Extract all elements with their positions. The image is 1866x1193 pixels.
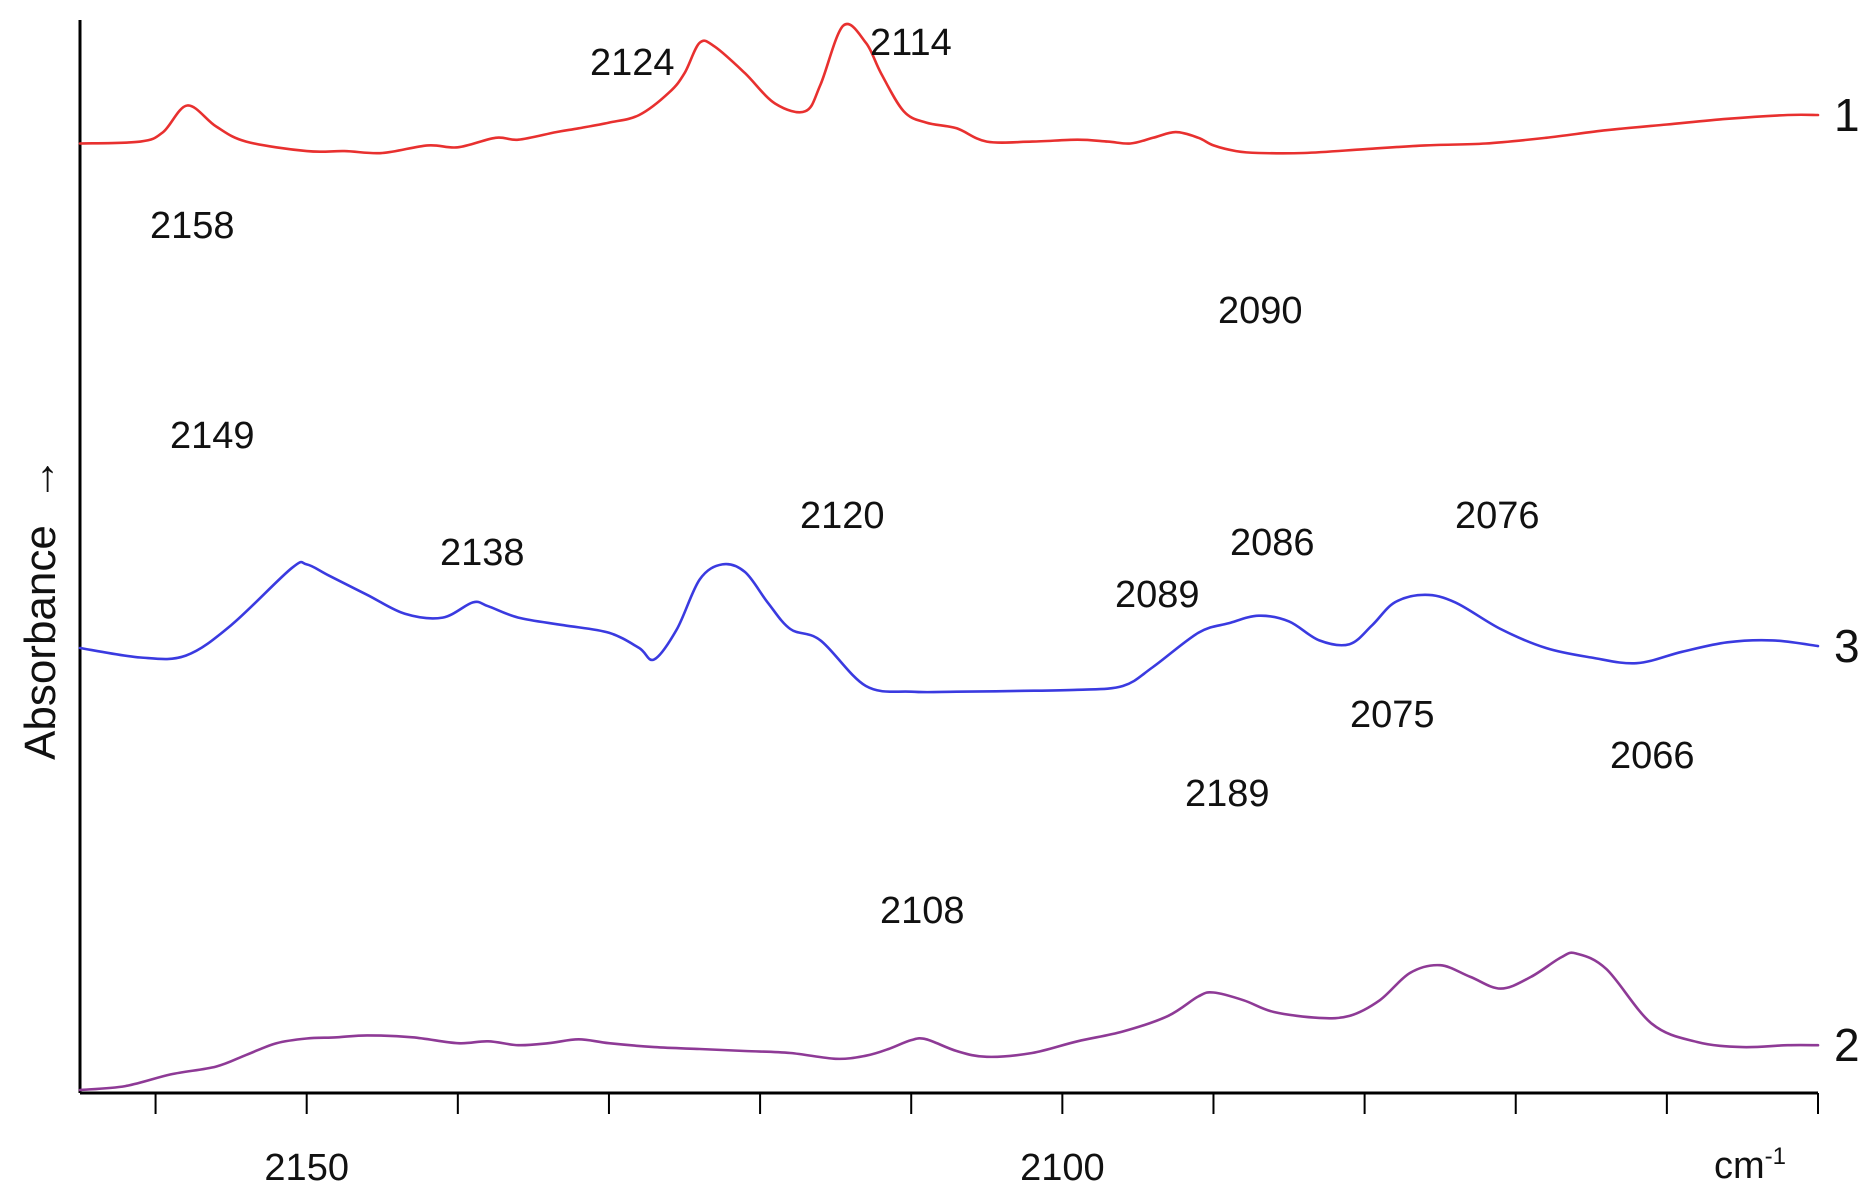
peak-label-2138: 2138	[440, 532, 525, 574]
series-3-line	[78, 560, 1820, 694]
peak-label-2090: 2090	[1218, 290, 1303, 332]
peak-label-2158: 2158	[150, 205, 235, 247]
peak-label-2089: 2089	[1115, 574, 1200, 616]
x-tick-label: 2150	[264, 1147, 349, 1189]
peak-label-2124: 2124	[590, 42, 675, 84]
curves	[78, 22, 1820, 1092]
axes: Absorbance → cm-1	[16, 20, 1818, 1187]
series-2-label: 2	[1834, 1019, 1860, 1071]
series-labels: 1 3 2	[1834, 89, 1860, 1071]
series-2-line	[78, 951, 1820, 1092]
series-1-label: 1	[1834, 89, 1860, 141]
x-axis-unit: cm-1	[1714, 1143, 1786, 1187]
peak-label-2114: 2114	[870, 22, 952, 64]
peak-label-2075: 2075	[1350, 694, 1435, 736]
x-tick-label: 2100	[1020, 1147, 1105, 1189]
peak-label-2108: 2108	[880, 890, 965, 932]
y-axis-label: Absorbance →	[16, 457, 65, 760]
x-ticks: 2150 2100	[154, 1093, 1819, 1189]
peak-label-2076: 2076	[1455, 495, 1540, 537]
series-1-line	[78, 22, 1820, 155]
peak-label-2189: 2189	[1185, 773, 1270, 815]
peak-annotations: 2158 2124 2114 2090 2149 2138 2120 2089 2086 2076…	[150, 22, 1695, 932]
peak-label-2149: 2149	[170, 415, 255, 457]
peak-label-2066: 2066	[1610, 735, 1695, 777]
series-3-label: 3	[1834, 620, 1860, 672]
peak-label-2120: 2120	[800, 495, 885, 537]
peak-label-2086: 2086	[1230, 522, 1315, 564]
